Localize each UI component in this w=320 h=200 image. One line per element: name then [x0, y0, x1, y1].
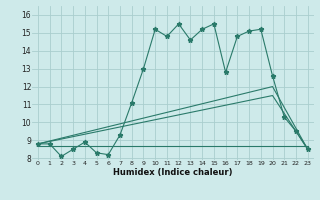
X-axis label: Humidex (Indice chaleur): Humidex (Indice chaleur) [113, 168, 233, 177]
